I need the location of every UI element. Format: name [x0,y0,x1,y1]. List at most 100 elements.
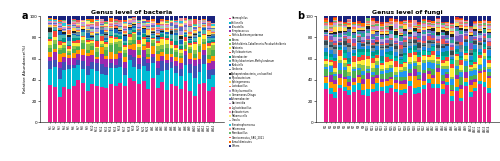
Bar [193,78,197,96]
Bar [90,33,94,35]
Bar [422,21,426,23]
Bar [328,25,332,27]
Bar [72,21,76,22]
Bar [440,75,444,81]
Bar [76,30,80,31]
Bar [95,63,99,71]
Bar [48,27,52,28]
Bar [432,23,435,24]
Bar [487,50,491,57]
Bar [100,16,103,19]
Bar [160,37,164,39]
Bar [404,31,407,34]
Bar [370,31,374,34]
Bar [72,16,76,19]
Bar [72,28,76,31]
Bar [104,50,108,56]
Bar [76,25,80,26]
Bar [459,85,463,89]
Bar [193,60,197,66]
Bar [342,47,346,50]
Bar [348,36,352,39]
Bar [432,69,435,75]
Bar [104,24,108,26]
Bar [436,43,440,45]
Bar [81,24,85,25]
Bar [487,23,491,24]
Bar [348,62,352,64]
Bar [188,39,192,41]
Bar [482,29,486,33]
Bar [100,34,103,36]
Bar [338,26,342,27]
Bar [123,24,127,26]
Bar [151,37,155,38]
Bar [123,30,127,31]
Bar [58,31,62,35]
Bar [366,21,370,23]
Bar [478,54,482,55]
Bar [376,43,380,44]
Bar [338,41,342,42]
Bar [118,24,122,26]
Bar [356,28,360,30]
Bar [404,46,407,47]
Bar [160,56,164,61]
Bar [348,16,352,19]
Bar [370,37,374,39]
Bar [324,67,328,69]
Bar [334,60,338,61]
Bar [482,34,486,37]
Bar [436,51,440,55]
Bar [118,42,122,47]
Bar [394,92,398,122]
Bar [104,26,108,27]
Bar [128,40,132,43]
Bar [468,26,472,27]
Bar [146,42,150,48]
Bar [118,53,122,58]
Bar [342,77,346,80]
Bar [342,27,346,28]
Bar [179,18,183,21]
Bar [188,26,192,28]
Bar [123,75,127,86]
Bar [76,22,80,23]
Bar [464,26,468,27]
Bar [422,47,426,50]
Bar [366,47,370,49]
Bar [440,33,444,35]
Bar [454,79,458,87]
Bar [174,28,178,29]
Bar [212,61,216,69]
Bar [380,32,384,34]
Bar [184,51,188,55]
Bar [95,19,99,20]
Bar [67,34,71,35]
Bar [142,29,146,33]
Bar [95,33,99,34]
Bar [202,22,206,23]
Bar [398,16,402,21]
Bar [165,24,169,25]
Bar [193,28,197,29]
Bar [352,27,356,29]
Bar [104,40,108,41]
Bar [473,64,477,68]
Bar [334,35,338,37]
Bar [324,48,328,52]
Bar [356,68,360,70]
Bar [454,46,458,49]
Bar [380,56,384,61]
Bar [156,25,160,27]
Bar [76,47,80,50]
Bar [450,28,454,31]
Bar [362,52,366,55]
Bar [398,41,402,42]
Bar [142,28,146,29]
Bar [450,23,454,24]
Bar [100,22,103,23]
Bar [473,16,477,21]
Bar [408,35,412,36]
Bar [123,22,127,23]
